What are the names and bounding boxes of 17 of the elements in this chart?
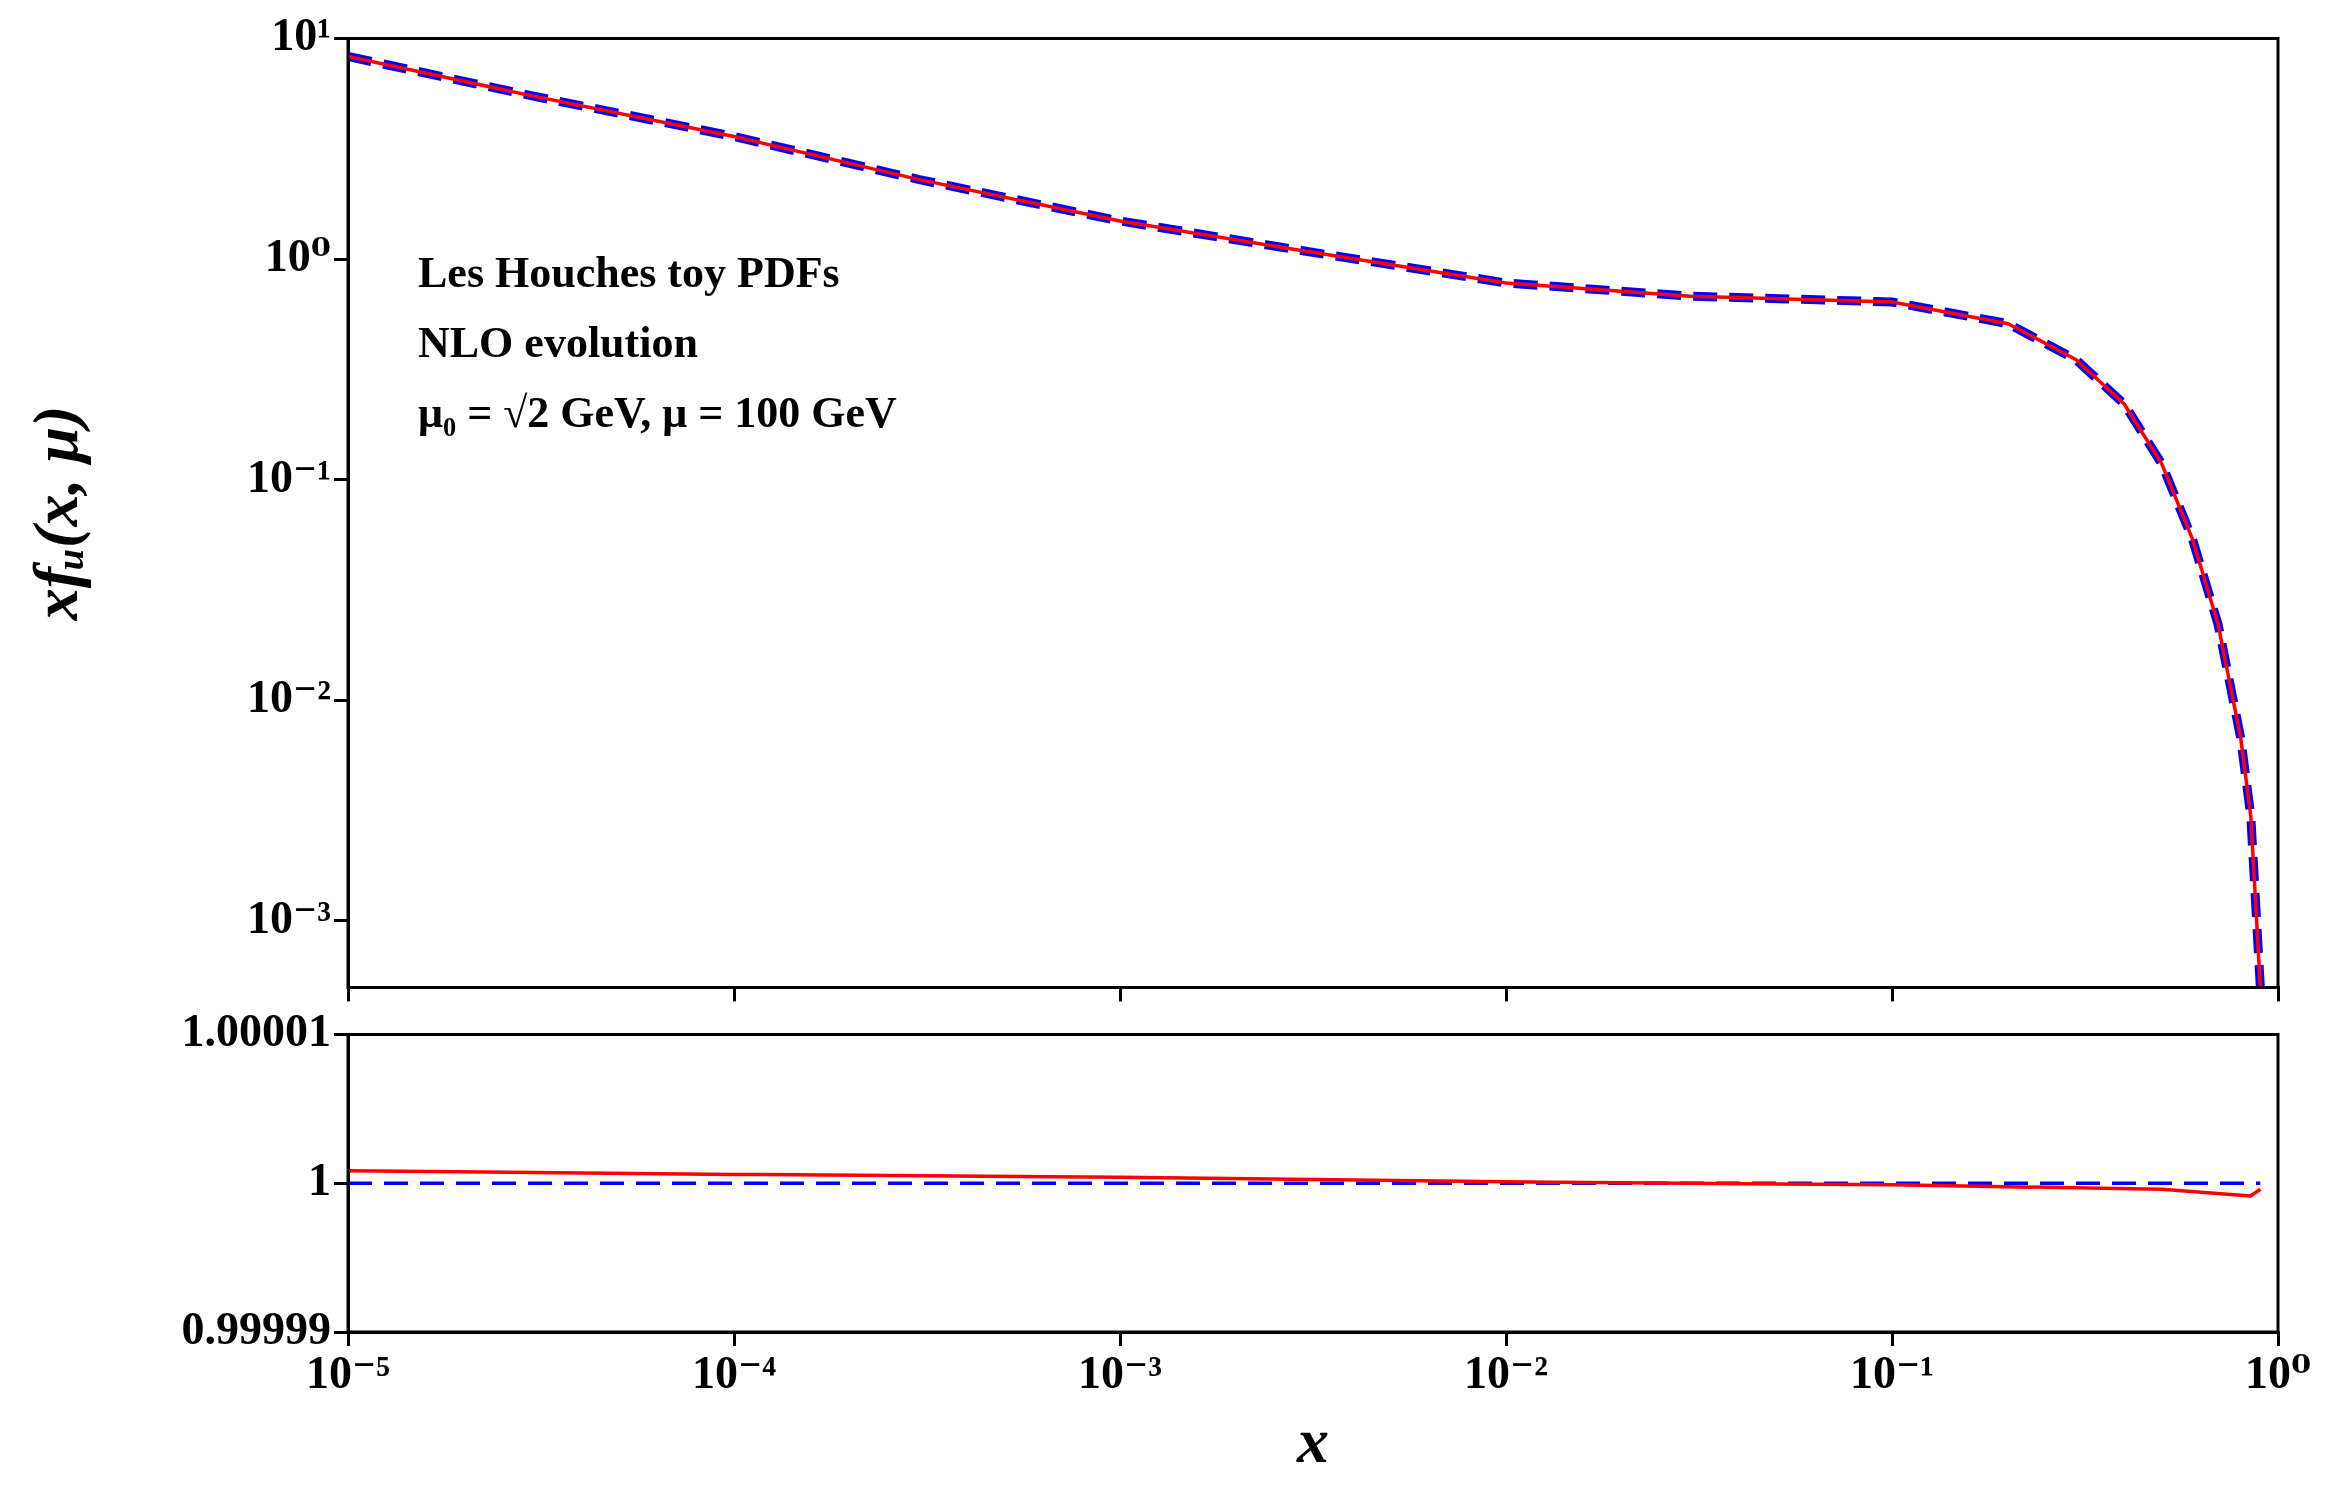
y-tick-label: 10⁻³: [246, 891, 331, 943]
y-tick-label: 1: [308, 1154, 331, 1206]
annotation: μ₀ = √2 GeV, μ = 100 GeV: [418, 388, 897, 438]
x-tick-label: 10⁰: [2244, 1347, 2312, 1399]
x-tick-label: 10⁻⁴: [691, 1347, 777, 1399]
y-tick-label: 1.00001: [181, 1005, 331, 1057]
annotation: NLO evolution: [418, 318, 698, 368]
x-tick-label: 10⁻³: [1077, 1347, 1163, 1399]
y-axis-title: xfᵤ(x, μ): [19, 405, 91, 622]
y-tick-label: 10⁰: [264, 230, 331, 282]
y-tick-label: 10⁻²: [246, 671, 331, 723]
annotation: Les Houches toy PDFs: [418, 248, 840, 298]
y-tick-label: 10⁻¹: [246, 450, 331, 502]
x-tick-label: 10⁻¹: [1849, 1347, 1935, 1399]
x-tick-label: 10⁻²: [1463, 1347, 1549, 1399]
x-axis-title: x: [1296, 1405, 1329, 1477]
y-tick-label: 10¹: [271, 9, 331, 61]
